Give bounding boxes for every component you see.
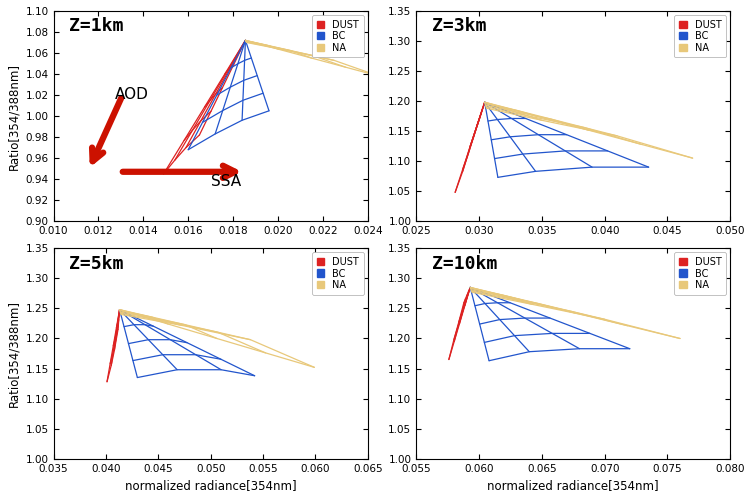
Text: Z=3km: Z=3km — [432, 17, 487, 35]
Legend: DUST, BC, NA: DUST, BC, NA — [312, 252, 364, 295]
Text: Z=5km: Z=5km — [69, 254, 123, 272]
Y-axis label: Ratio[354/388nm]: Ratio[354/388nm] — [7, 300, 20, 407]
Legend: DUST, BC, NA: DUST, BC, NA — [312, 15, 364, 57]
Text: Z=1km: Z=1km — [69, 17, 123, 35]
Text: SSA: SSA — [211, 174, 241, 189]
X-axis label: normalized radiance[354nm]: normalized radiance[354nm] — [487, 479, 659, 492]
Y-axis label: Ratio[354/388nm]: Ratio[354/388nm] — [7, 62, 20, 170]
Text: Z=10km: Z=10km — [432, 254, 497, 272]
Legend: DUST, BC, NA: DUST, BC, NA — [675, 252, 726, 295]
Text: AOD: AOD — [115, 87, 149, 102]
X-axis label: normalized radiance[354nm]: normalized radiance[354nm] — [125, 479, 296, 492]
Legend: DUST, BC, NA: DUST, BC, NA — [675, 15, 726, 57]
